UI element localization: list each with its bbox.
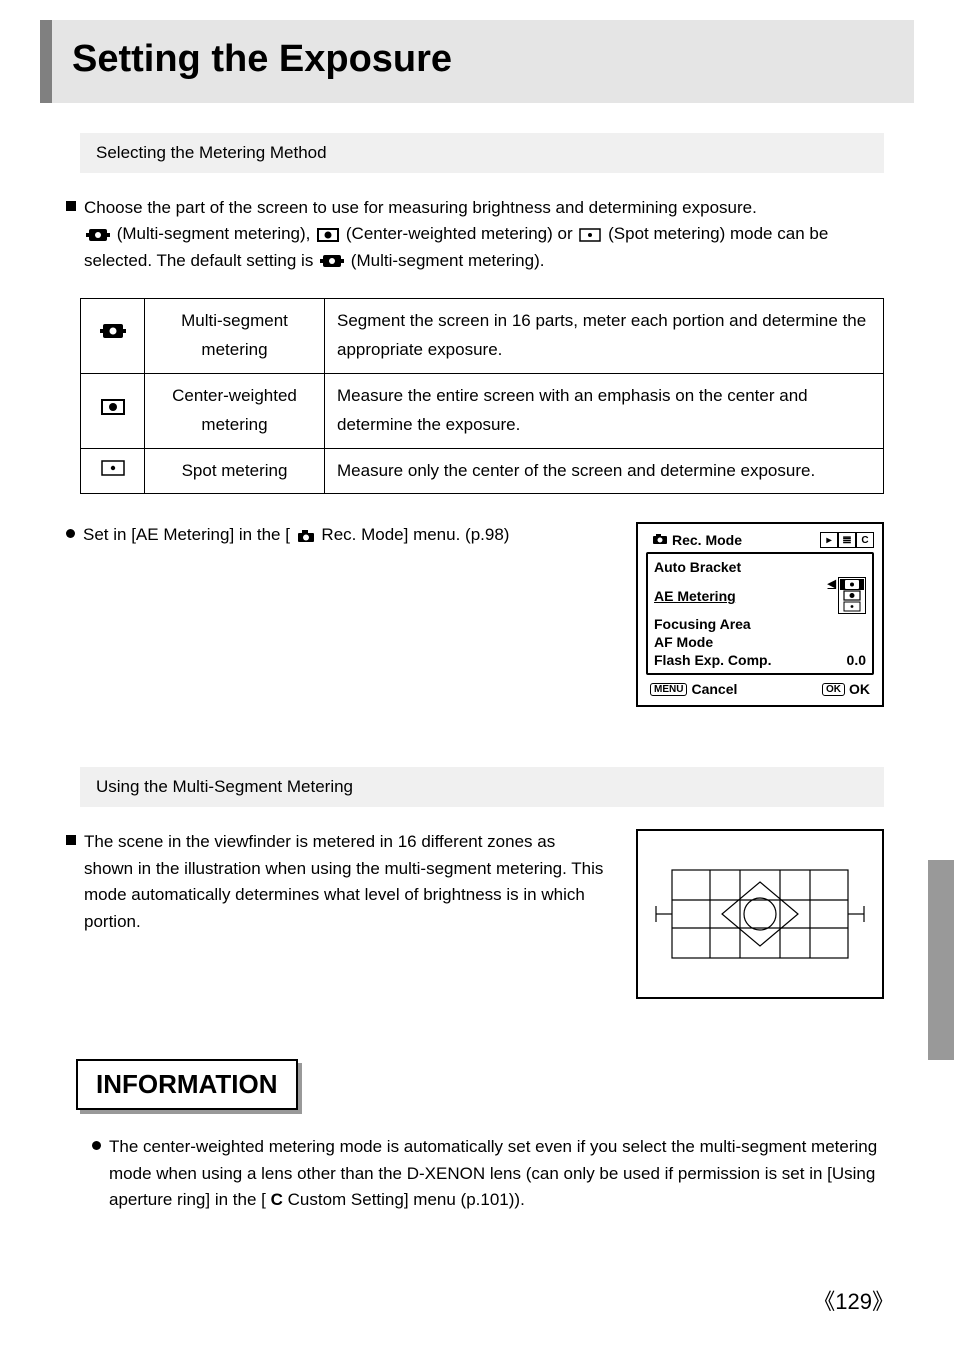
metering-selector (838, 577, 866, 614)
menu-cancel: Cancel (691, 681, 737, 697)
center-weighted-name: Center-weighted metering (145, 373, 325, 448)
metering-table: Multi-segment metering Segment the scree… (80, 298, 884, 494)
intro-line3b: (Multi-segment metering). (351, 251, 545, 270)
center-weighted-icon (317, 228, 339, 242)
table-row: Center-weighted metering Measure the ent… (81, 373, 884, 448)
menu-af-mode: AF Mode (654, 634, 713, 650)
left-arrow-icon: ◀ (828, 577, 836, 590)
set-in-line: Set in [AE Metering] in the [ Rec. Mode]… (66, 522, 606, 548)
menu-focusing-area: Focusing Area (654, 616, 751, 632)
multi-segment-icon (86, 227, 110, 243)
intro-line2c: (Spot metering) mode can be (608, 224, 828, 243)
zones-diagram (636, 829, 884, 999)
menu-btn-label: MENU (650, 683, 687, 696)
tab-custom-icon: C (856, 532, 874, 548)
spot-name: Spot metering (145, 448, 325, 494)
multi-segment-icon-2 (320, 253, 344, 269)
spot-cell-icon (81, 448, 145, 494)
multi-segment-cell-icon (81, 299, 145, 374)
round-bullet-icon (66, 529, 75, 538)
spot-icon (579, 228, 601, 242)
information-heading: INFORMATION (76, 1059, 298, 1110)
intro-line1: Choose the part of the screen to use for… (84, 198, 757, 217)
menu-auto-bracket: Auto Bracket (654, 559, 741, 575)
center-weighted-desc: Measure the entire screen with an emphas… (325, 373, 884, 448)
page-number-value: 129 (835, 1289, 872, 1314)
multi-segment-desc: Segment the screen in 16 parts, meter ea… (325, 299, 884, 374)
camera-icon-menu (652, 532, 668, 548)
page-number: 《129》 (813, 1284, 894, 1316)
info-paragraph: The center-weighted metering mode is aut… (92, 1134, 884, 1213)
subhead-multi-segment: Using the Multi-Segment Metering (80, 767, 884, 807)
multi-segment-name: Multi-segment metering (145, 299, 325, 374)
custom-c-icon: C (271, 1190, 283, 1209)
set-in-b: Rec. Mode] menu. (p.98) (321, 525, 509, 544)
intro-line2b: (Center-weighted metering) or (346, 224, 573, 243)
square-bullet-icon (66, 201, 76, 211)
subhead-metering-method: Selecting the Metering Method (80, 133, 884, 173)
menu-screenshot: Rec. Mode ▸ 𝌆 C Auto Bracket AE Metering… (636, 522, 884, 707)
menu-tabs: ▸ 𝌆 C (820, 532, 874, 548)
round-bullet-icon (92, 1141, 101, 1150)
menu-ok: OK (849, 681, 870, 697)
square-bullet-icon (66, 835, 76, 845)
intro-line3a: selected. The default setting is (84, 251, 313, 270)
tab-setup-icon: 𝌆 (838, 532, 856, 548)
menu-flash-exp-val: 0.0 (847, 652, 866, 668)
intro-line2a: (Multi-segment metering), (117, 224, 311, 243)
center-weighted-cell-icon (81, 373, 145, 448)
set-in-a: Set in [AE Metering] in the [ (83, 525, 290, 544)
multi-segment-body: The scene in the viewfinder is metered i… (84, 829, 606, 934)
page-title: Setting the Exposure (72, 38, 894, 81)
camera-icon (297, 529, 315, 543)
table-row: Spot metering Measure only the center of… (81, 448, 884, 494)
menu-flash-exp: Flash Exp. Comp. (654, 652, 771, 668)
multi-segment-paragraph: The scene in the viewfinder is metered i… (66, 829, 606, 934)
table-row: Multi-segment metering Segment the scree… (81, 299, 884, 374)
intro-paragraph: Choose the part of the screen to use for… (66, 195, 884, 274)
menu-ae-metering: AE Metering (654, 588, 736, 604)
menu-title: Rec. Mode (672, 532, 742, 548)
info-body-b: Custom Setting] menu (p.101)). (288, 1190, 525, 1209)
ok-btn-label: OK (822, 683, 845, 696)
tab-play-icon: ▸ (820, 532, 838, 548)
side-tab (928, 860, 954, 1060)
page-header: Setting the Exposure (40, 20, 914, 103)
spot-desc: Measure only the center of the screen an… (325, 448, 884, 494)
